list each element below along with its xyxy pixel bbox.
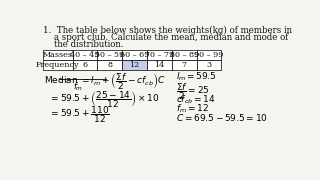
Text: $l_m = 59.5$: $l_m = 59.5$ (176, 71, 216, 83)
Text: 12: 12 (129, 61, 140, 69)
Text: the distribution.: the distribution. (43, 40, 124, 49)
Text: 7: 7 (182, 61, 187, 69)
Bar (172, 60, 196, 70)
Bar (122, 60, 147, 70)
Text: a sport club. Calculate the mean, median and mode of: a sport club. Calculate the mean, median… (43, 33, 288, 42)
Text: 1.  The table below shows the weights(kg) of members in: 1. The table below shows the weights(kg)… (43, 25, 292, 35)
Bar (122, 50, 147, 60)
Text: 40 – 49: 40 – 49 (70, 51, 100, 59)
Text: 70 – 79: 70 – 79 (145, 51, 174, 59)
Text: Median $= l_m + \left(\dfrac{\Sigma f}{2} - cf_{cb}\right)C$: Median $= l_m + \left(\dfrac{\Sigma f}{2… (44, 71, 165, 92)
Text: $f_m = 12$: $f_m = 12$ (176, 102, 209, 115)
Text: $f_m$: $f_m$ (73, 80, 84, 93)
Text: 14: 14 (154, 61, 164, 69)
Bar (43, 60, 73, 70)
Bar (73, 50, 97, 60)
Text: $= 59.5 + \dfrac{110}{12}$: $= 59.5 + \dfrac{110}{12}$ (49, 104, 109, 125)
Text: Masses: Masses (43, 51, 73, 59)
Bar (196, 50, 221, 60)
Text: 6: 6 (82, 61, 87, 69)
Text: Frequency: Frequency (36, 61, 80, 69)
Bar (172, 50, 196, 60)
Text: 8: 8 (107, 61, 112, 69)
Text: 90 – 99: 90 – 99 (194, 51, 224, 59)
Bar (73, 60, 97, 70)
Text: $C = 69.5 - 59.5 = 10$: $C = 69.5 - 59.5 = 10$ (176, 112, 268, 123)
Text: $= 59.5 + \left(\dfrac{25 - 14}{12}\right) \times 10$: $= 59.5 + \left(\dfrac{25 - 14}{12}\righ… (49, 89, 159, 110)
Bar (196, 60, 221, 70)
Text: $\dfrac{\Sigma f}{2} = 25$: $\dfrac{\Sigma f}{2} = 25$ (176, 82, 209, 102)
Text: 50 – 59: 50 – 59 (95, 51, 124, 59)
Text: 60 – 69: 60 – 69 (120, 51, 149, 59)
Bar (147, 50, 172, 60)
Bar (43, 50, 73, 60)
Text: 80 – 89: 80 – 89 (170, 51, 199, 59)
Bar (97, 60, 122, 70)
Bar (147, 60, 172, 70)
Text: 3: 3 (206, 61, 212, 69)
Text: $cf_{cb} = 14$: $cf_{cb} = 14$ (176, 93, 215, 106)
Bar (97, 50, 122, 60)
